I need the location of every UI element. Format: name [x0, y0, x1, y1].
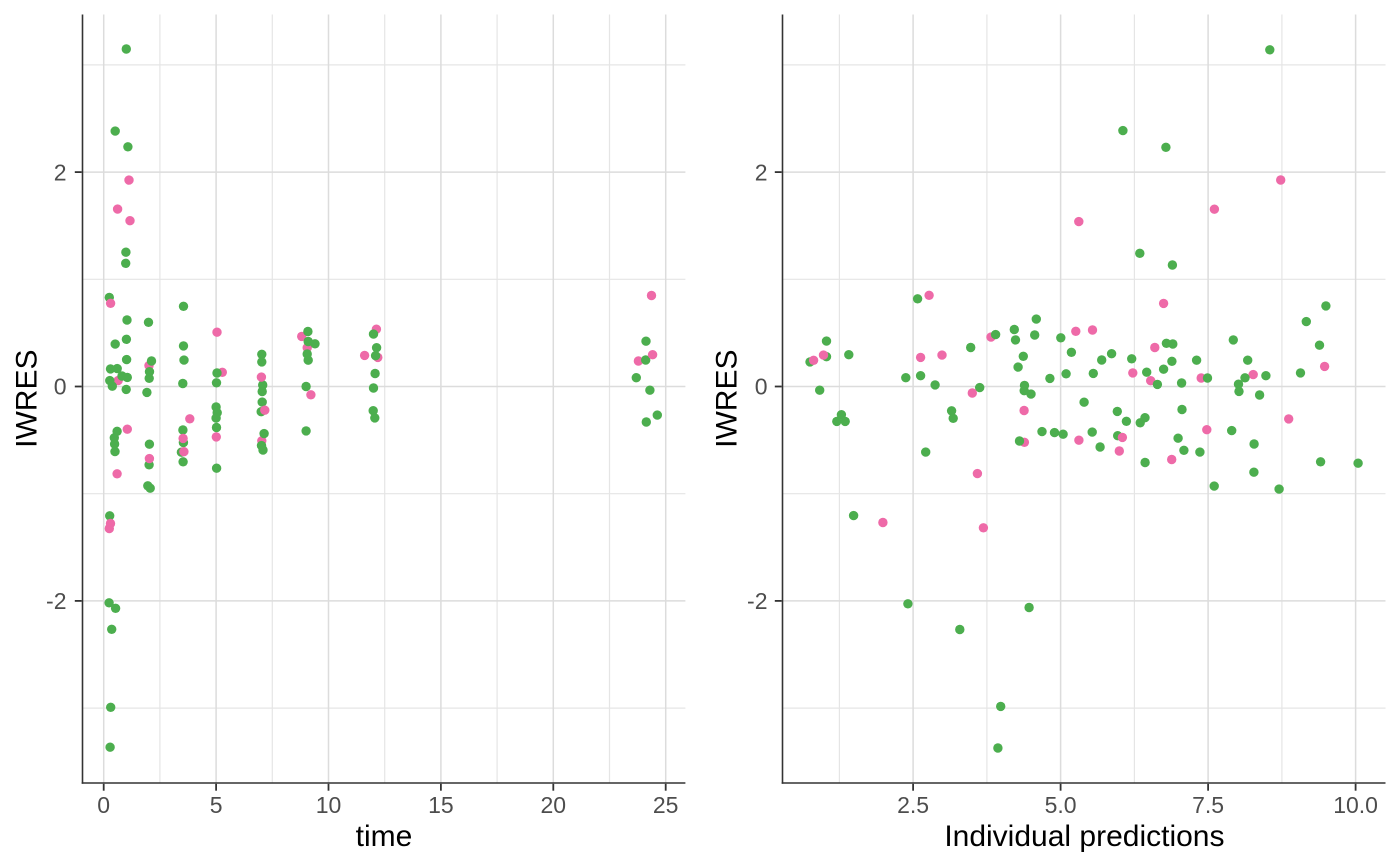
svg-text:time: time: [356, 820, 413, 853]
svg-text:0: 0: [755, 374, 768, 400]
svg-text:0: 0: [54, 374, 67, 400]
svg-text:2: 2: [54, 159, 67, 185]
svg-text:10: 10: [316, 792, 342, 818]
svg-text:5: 5: [210, 792, 223, 818]
svg-text:10.0: 10.0: [1333, 792, 1378, 818]
svg-text:0: 0: [97, 792, 110, 818]
svg-text:20: 20: [541, 792, 567, 818]
svg-text:-2: -2: [747, 588, 767, 614]
svg-text:5.0: 5.0: [1045, 792, 1077, 818]
svg-text:7.5: 7.5: [1192, 792, 1224, 818]
svg-text:IWRES: IWRES: [11, 350, 44, 448]
svg-text:-2: -2: [46, 588, 66, 614]
svg-text:15: 15: [428, 792, 454, 818]
svg-text:2: 2: [755, 159, 768, 185]
svg-text:IWRES: IWRES: [711, 350, 744, 448]
svg-text:Individual predictions: Individual predictions: [944, 820, 1224, 853]
svg-text:2.5: 2.5: [897, 792, 929, 818]
svg-text:25: 25: [653, 792, 679, 818]
